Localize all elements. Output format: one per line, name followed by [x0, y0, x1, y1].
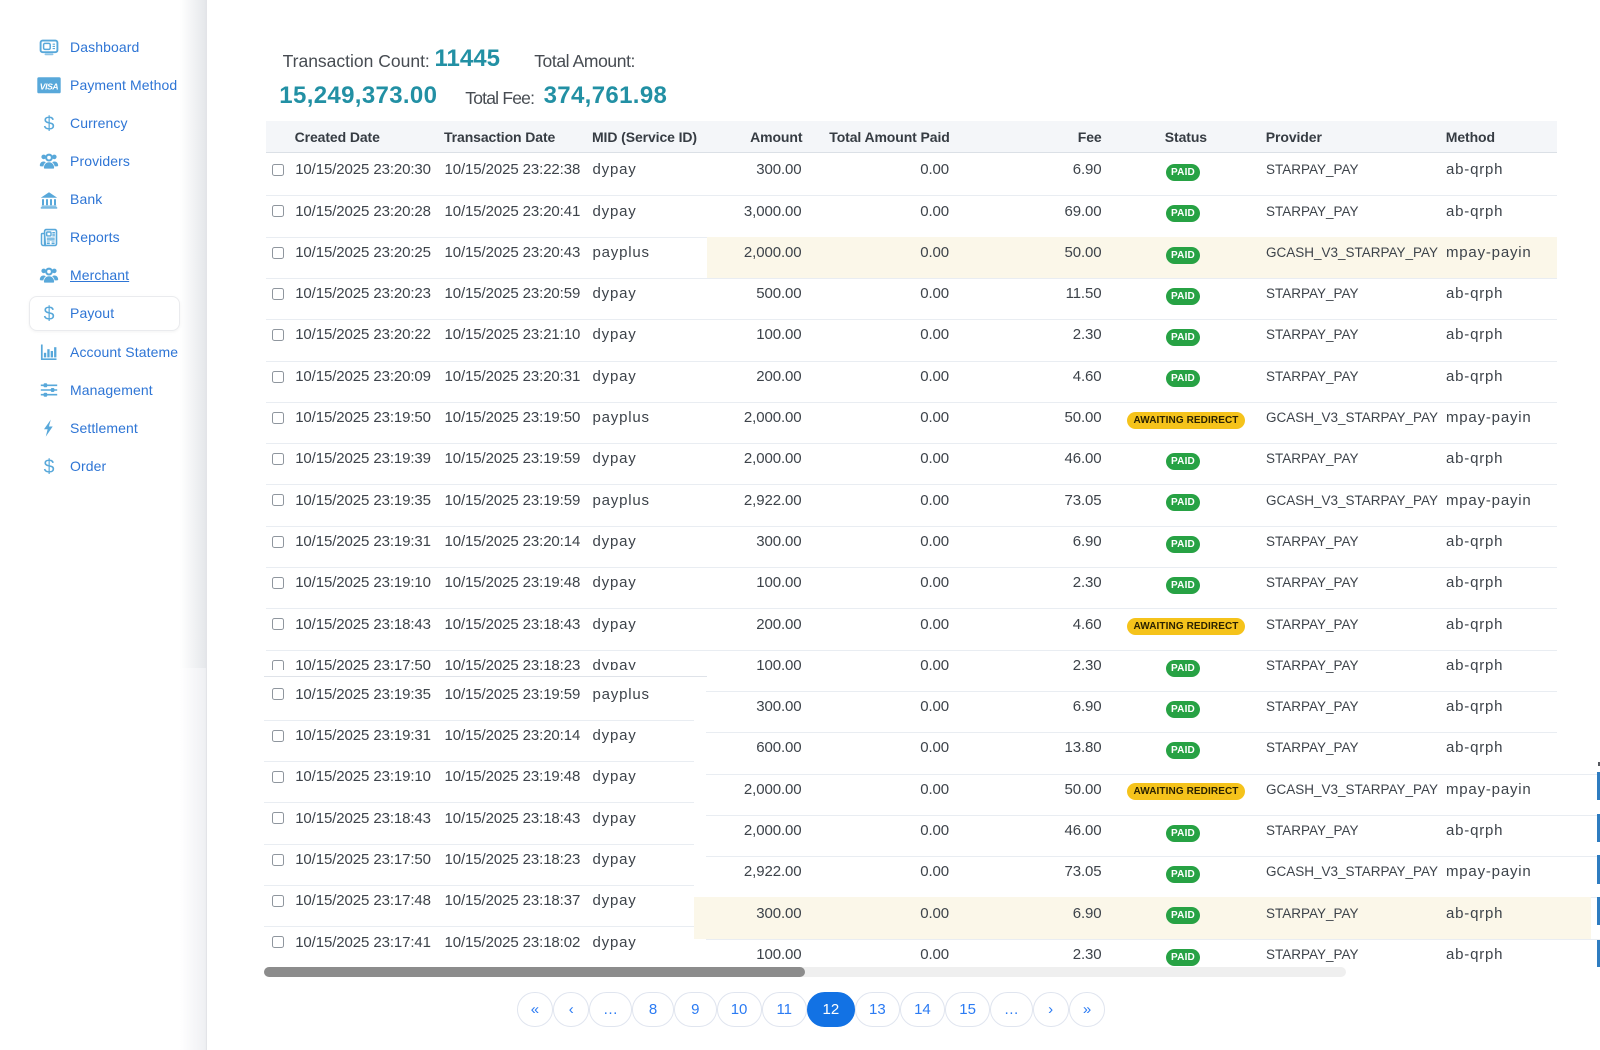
svg-text:$: $: [44, 303, 55, 323]
svg-text:VISA: VISA: [40, 81, 59, 91]
svg-text:$: $: [44, 113, 55, 133]
svg-text:$: $: [44, 456, 55, 476]
